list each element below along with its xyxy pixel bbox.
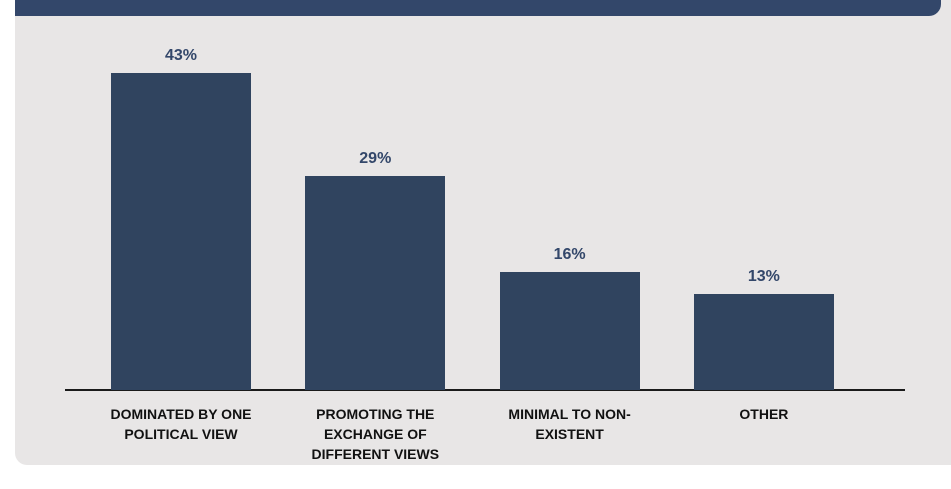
bar: [305, 176, 446, 390]
x-tick-label: PROMOTING THE EXCHANGE OF DIFFERENT VIEW…: [311, 406, 440, 462]
bar: [499, 272, 640, 390]
bar: [693, 294, 834, 390]
value-label: 13%: [747, 268, 780, 286]
bar: [111, 73, 251, 390]
x-tick-label: OTHER: [739, 406, 789, 422]
x-tick-label: DOMINATED BY ONE POLITICAL VIEW: [110, 406, 252, 442]
value-label: 43%: [164, 47, 198, 65]
value-label: 16%: [553, 246, 586, 264]
axis-line: [65, 389, 905, 391]
value-label: 29%: [359, 150, 392, 168]
header-band: [15, 0, 941, 16]
x-tick-label: MINIMAL TO NON-EXISTENT: [508, 406, 631, 442]
